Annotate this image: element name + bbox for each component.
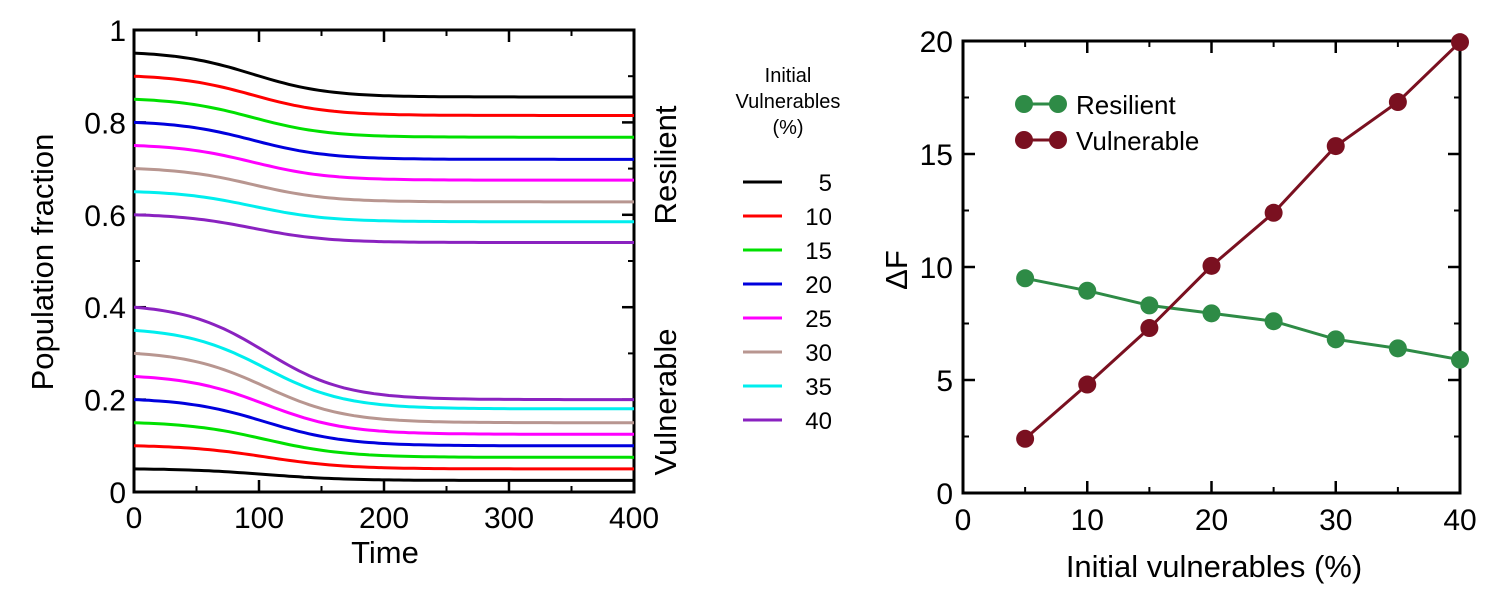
right-y-ticks: 0 5 10 15 20 — [920, 26, 1460, 511]
legend-label-10: 10 — [805, 204, 832, 231]
left-y-tick-label: 0 — [109, 477, 126, 510]
resilient-line-30 — [133, 167, 634, 204]
right-y-axis-title: ΔF — [879, 250, 914, 290]
left-y-tick-label: 0.4 — [84, 292, 126, 325]
vulnerable-group-label: Vulnerable — [648, 328, 683, 475]
resilient-legend-marker — [1015, 95, 1033, 113]
resilient-line-20 — [133, 120, 634, 161]
resilient-line-35 — [133, 190, 634, 224]
vulnerable-point — [1264, 203, 1283, 222]
left-legend: Initial Vulnerables (%) 5 10 15 20 25 30 35 40 — [736, 65, 841, 435]
left-x-ticks: 0 100 200 300 400 — [126, 30, 659, 535]
vulnerable-point — [1016, 429, 1035, 448]
legend-label-35: 35 — [805, 374, 832, 401]
right-x-tick-label: 30 — [1319, 504, 1352, 537]
resilient-point — [1202, 304, 1221, 323]
delta-f-chart: 0 10 20 30 40 0 5 10 15 20 Initial vulnerables (… — [879, 26, 1477, 584]
legend-entries: 5 10 15 20 25 30 35 40 — [743, 170, 832, 435]
vulnerable-line-10 — [133, 444, 634, 471]
vulnerable-line-40 — [133, 305, 634, 402]
right-legend: Resilient Vulnerable — [1015, 90, 1199, 156]
population-fraction-chart: 0 100 200 300 400 0 0.2 0.4 0.6 0.8 1 Time Popula… — [25, 15, 840, 570]
resilient-line-10 — [133, 74, 634, 117]
resilient-point — [1326, 330, 1345, 349]
legend-label-20: 20 — [805, 272, 832, 299]
vulnerable-point — [1388, 93, 1407, 112]
vulnerable-point — [1451, 33, 1469, 52]
vulnerable-series-line — [1024, 41, 1462, 440]
vulnerable-point — [1326, 137, 1345, 156]
resilient-point — [1140, 296, 1159, 315]
right-y-tick-label: 0 — [936, 478, 953, 511]
vulnerable-point — [1078, 375, 1097, 394]
resilient-legend-marker — [1049, 95, 1067, 113]
resilient-legend-label: Resilient — [1076, 90, 1176, 120]
vulnerable-line-20 — [133, 398, 634, 448]
right-x-tick-label: 40 — [1443, 504, 1476, 537]
resilient-point — [1078, 281, 1097, 300]
resilient-line-25 — [133, 144, 634, 182]
left-y-tick-label: 0.6 — [84, 200, 126, 233]
right-y-tick-label: 10 — [920, 252, 953, 285]
resilient-point — [1388, 339, 1407, 358]
legend-title-line-2: Vulnerables — [736, 91, 841, 113]
vulnerable-legend-label: Vulnerable — [1076, 126, 1199, 156]
resilient-point — [1016, 269, 1035, 288]
left-y-ticks: 0 0.2 0.4 0.6 0.8 1 — [84, 15, 634, 510]
legend-label-15: 15 — [805, 238, 832, 265]
legend-label-25: 25 — [805, 306, 832, 333]
left-x-tick-label: 200 — [359, 502, 409, 535]
vulnerable-line-15 — [133, 421, 635, 459]
resilient-group-label: Resilient — [648, 105, 683, 224]
right-x-tick-label: 0 — [955, 504, 972, 537]
legend-title-line-3: (%) — [772, 117, 803, 139]
left-y-axis-title: Population fraction — [25, 134, 60, 391]
right-y-tick-label: 20 — [920, 26, 953, 59]
vulnerable-line-25 — [133, 375, 635, 436]
vulnerable-point — [1202, 256, 1221, 275]
legend-label-30: 30 — [805, 340, 832, 367]
vulnerable-legend-marker — [1049, 131, 1067, 149]
left-y-tick-label: 0.8 — [84, 107, 126, 140]
vulnerable-line-5 — [133, 467, 634, 482]
left-x-tick-label: 300 — [484, 502, 534, 535]
left-series-lines — [133, 51, 635, 482]
resilient-point — [1451, 350, 1469, 369]
right-x-tick-label: 10 — [1071, 504, 1104, 537]
left-y-tick-label: 1 — [109, 15, 126, 48]
vulnerable-line-35 — [133, 328, 634, 411]
right-y-tick-label: 15 — [920, 139, 953, 172]
right-x-tick-label: 20 — [1195, 504, 1228, 537]
right-x-axis-title: Initial vulnerables (%) — [1066, 549, 1362, 584]
vulnerable-line-30 — [133, 351, 634, 425]
left-x-tick-label: 0 — [126, 502, 143, 535]
vulnerable-legend-marker — [1015, 131, 1033, 149]
left-y-tick-label: 0.2 — [84, 385, 126, 418]
resilient-line-5 — [133, 51, 634, 99]
resilient-line-15 — [133, 97, 634, 139]
resilient-line-40 — [133, 213, 634, 244]
vulnerable-point — [1140, 319, 1159, 338]
left-x-tick-label: 100 — [234, 502, 284, 535]
left-x-axis-title: Time — [351, 535, 419, 570]
resilient-series-line — [1024, 276, 1461, 362]
right-x-ticks: 0 10 20 30 40 — [955, 41, 1477, 537]
left-x-tick-label: 400 — [609, 502, 659, 535]
legend-label-40: 40 — [805, 408, 832, 435]
resilient-point — [1264, 312, 1283, 331]
right-series — [1016, 33, 1469, 448]
legend-title-line-1: Initial — [765, 65, 812, 87]
right-y-tick-label: 5 — [936, 365, 953, 398]
legend-label-5: 5 — [819, 170, 832, 197]
